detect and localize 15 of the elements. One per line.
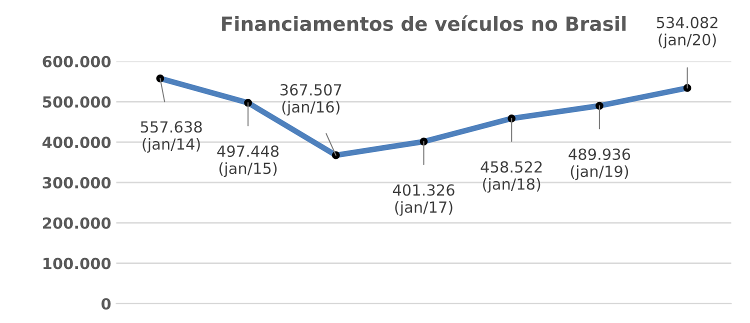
y-tick-label: 300.000: [42, 176, 111, 189]
data-label: 489.936 (jan/19): [568, 148, 630, 180]
data-label: 497.448 (jan/15): [217, 145, 279, 178]
y-tick-label: 200.000: [43, 217, 111, 229]
data-label: 367.507 (jan/16): [280, 84, 342, 116]
y-tick-label: 600.000: [42, 56, 111, 68]
y-tick-label: 500.000: [42, 96, 111, 108]
data-label: 458.522 (jan/18): [480, 161, 542, 193]
data-label: 557.638 (jan/14): [140, 121, 202, 153]
y-tick-label: 0: [101, 298, 111, 310]
data-label: 534.082 (jan/20): [656, 16, 718, 48]
data-label: 401.326 (jan/17): [392, 184, 454, 216]
y-tick-label: 400.000: [42, 136, 111, 148]
y-tick-label: 100.000: [44, 258, 111, 270]
chart-title: Financiamentos de veículos no Brasil: [222, 15, 626, 32]
